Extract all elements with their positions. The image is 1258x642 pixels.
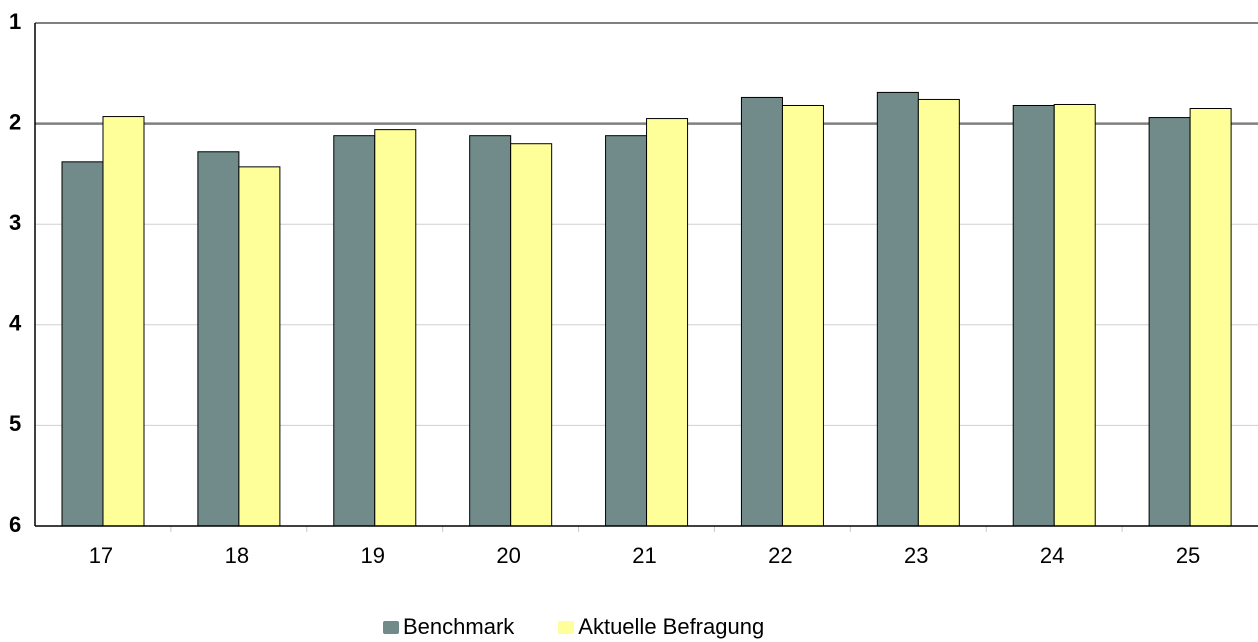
x-tick-label: 17 <box>89 543 113 568</box>
x-tick-labels: 17 18 19 20 21 22 23 24 25 <box>89 543 1201 568</box>
y-tick-labels: 1 2 3 4 5 6 <box>9 9 22 537</box>
x-tick-label: 21 <box>632 543 656 568</box>
x-tick-label: 20 <box>496 543 520 568</box>
legend-swatch-benchmark <box>383 620 399 634</box>
bar-benchmark-25 <box>1148 117 1191 527</box>
y-tick-label: 5 <box>9 411 21 436</box>
legend: Benchmark Aktuelle Befragung <box>383 612 808 642</box>
bar-benchmark-17 <box>61 161 104 527</box>
bar-aktuelle-befragung-17 <box>102 116 145 527</box>
legend-item-benchmark: Benchmark <box>383 614 514 640</box>
bar-aktuelle-befragung-23 <box>917 98 960 527</box>
bar-aktuelle-befragung-18 <box>238 166 281 527</box>
x-tick-label: 23 <box>904 543 928 568</box>
bar-aktuelle-befragung-19 <box>374 129 417 527</box>
bar-aktuelle-befragung-21 <box>646 118 689 527</box>
bar-benchmark-23 <box>876 91 919 527</box>
legend-label-aktuelle-befragung: Aktuelle Befragung <box>578 614 765 639</box>
y-tick-label: 3 <box>9 210 21 235</box>
bar-benchmark-19 <box>333 135 376 527</box>
y-tick-label: 6 <box>9 512 21 537</box>
bar-aktuelle-befragung-25 <box>1189 108 1232 527</box>
bar-benchmark-18 <box>197 151 240 527</box>
bar-benchmark-20 <box>469 135 512 527</box>
x-tick-label: 25 <box>1176 543 1200 568</box>
x-tick-label: 18 <box>225 543 249 568</box>
bar-aktuelle-befragung-20 <box>510 143 553 527</box>
bar-aktuelle-befragung-24 <box>1053 103 1096 527</box>
bar-aktuelle-befragung-22 <box>781 104 824 527</box>
bar-benchmark-21 <box>605 135 648 527</box>
axes <box>34 22 1258 532</box>
y-tick-label: 4 <box>9 311 22 336</box>
x-tick-label: 24 <box>1040 543 1064 568</box>
bar-benchmark-22 <box>740 96 783 527</box>
x-tick-label: 19 <box>360 543 384 568</box>
legend-label-benchmark: Benchmark <box>403 614 515 639</box>
x-tick-label: 22 <box>768 543 792 568</box>
bar-benchmark-24 <box>1012 104 1055 527</box>
legend-item-aktuelle-befragung: Aktuelle Befragung <box>558 614 764 640</box>
legend-swatch-aktuelle-befragung <box>558 620 575 634</box>
y-tick-label: 1 <box>9 9 21 34</box>
bars <box>61 91 1232 527</box>
y-tick-label: 2 <box>9 109 21 134</box>
